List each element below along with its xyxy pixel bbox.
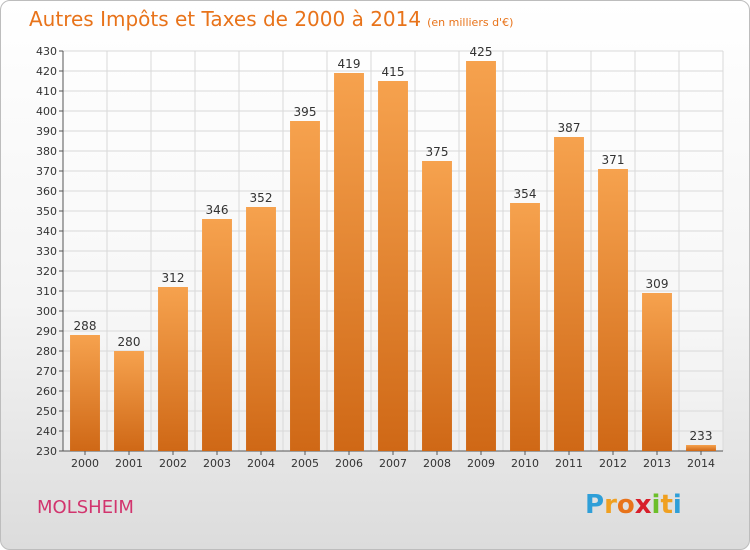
logo-letter: r [604, 490, 617, 520]
bars [70, 61, 716, 451]
bar [114, 351, 144, 451]
data-label: 233 [690, 429, 713, 443]
y-tick-label: 270 [36, 365, 57, 378]
y-tick-label: 350 [36, 205, 57, 218]
y-tick-label: 240 [36, 425, 57, 438]
y-tick-label: 230 [36, 445, 57, 458]
data-label: 375 [426, 145, 449, 159]
data-label: 425 [470, 45, 493, 59]
y-tick-label: 360 [36, 185, 57, 198]
chart-title: Autres Impôts et Taxes de 2000 à 2014 (en… [29, 7, 513, 31]
x-tick-label: 2005 [291, 457, 319, 470]
x-tick-label: 2014 [687, 457, 715, 470]
logo-letter: x [634, 490, 652, 520]
proxiti-logo: Proxiti [585, 490, 682, 520]
y-tick-label: 300 [36, 305, 57, 318]
x-tick-label: 2009 [467, 457, 495, 470]
data-label: 346 [206, 203, 229, 217]
bar [686, 445, 716, 451]
logo-letter: P [585, 490, 605, 520]
x-tick-label: 2006 [335, 457, 363, 470]
data-label: 352 [250, 191, 273, 205]
bar [642, 293, 672, 451]
y-tick-label: 260 [36, 385, 57, 398]
y-tick-label: 310 [36, 285, 57, 298]
x-tick-label: 2010 [511, 457, 539, 470]
bar [510, 203, 540, 451]
bar [554, 137, 584, 451]
data-label: 288 [74, 319, 97, 333]
chart-title-text: Autres Impôts et Taxes de 2000 à 2014 [29, 7, 422, 31]
bar [202, 219, 232, 451]
data-label: 280 [118, 335, 141, 349]
x-tick-label: 2002 [159, 457, 187, 470]
city-name: MOLSHEIM [37, 497, 134, 518]
y-tick-label: 280 [36, 345, 57, 358]
x-tick-label: 2007 [379, 457, 407, 470]
y-tick-label: 430 [36, 45, 57, 58]
y-tick-label: 370 [36, 165, 57, 178]
logo-letter: t [660, 490, 673, 520]
bar [598, 169, 628, 451]
data-label: 415 [382, 65, 405, 79]
bar [290, 121, 320, 451]
y-tick-label: 330 [36, 245, 57, 258]
y-tick-label: 320 [36, 265, 57, 278]
bar [378, 81, 408, 451]
x-tick-label: 2008 [423, 457, 451, 470]
y-tick-label: 340 [36, 225, 57, 238]
y-tick-label: 420 [36, 65, 57, 78]
y-tick-label: 290 [36, 325, 57, 338]
y-tick-label: 250 [36, 405, 57, 418]
data-label: 395 [294, 105, 317, 119]
bar [70, 335, 100, 451]
x-tick-label: 2013 [643, 457, 671, 470]
x-tick-label: 2004 [247, 457, 275, 470]
y-tick-label: 410 [36, 85, 57, 98]
bar [466, 61, 496, 451]
chart-unit: (en milliers d'€) [427, 16, 514, 29]
y-tick-label: 380 [36, 145, 57, 158]
data-label: 387 [558, 121, 581, 135]
x-tick-label: 2012 [599, 457, 627, 470]
x-tick-label: 2003 [203, 457, 231, 470]
axes: 230 240 250 260 270 280 290 300 310 320 330 340 350 3… [36, 45, 723, 470]
bar [158, 287, 188, 451]
logo-letter: i [651, 490, 661, 520]
data-labels: 288 280 312 346 352 395 419 415 375 425 354 387 371 3… [74, 45, 713, 443]
data-label: 309 [646, 277, 669, 291]
logo-letter: o [616, 490, 635, 520]
bar [334, 73, 364, 451]
x-tick-label: 2000 [71, 457, 99, 470]
data-label: 419 [338, 57, 361, 71]
logo-letter: i [672, 490, 682, 520]
data-label: 371 [602, 153, 625, 167]
data-label: 354 [514, 187, 537, 201]
y-tick-label: 390 [36, 125, 57, 138]
bar [422, 161, 452, 451]
data-label: 312 [162, 271, 185, 285]
bar [246, 207, 276, 451]
x-tick-label: 2001 [115, 457, 143, 470]
y-tick-label: 400 [36, 105, 57, 118]
x-tick-label: 2011 [555, 457, 583, 470]
